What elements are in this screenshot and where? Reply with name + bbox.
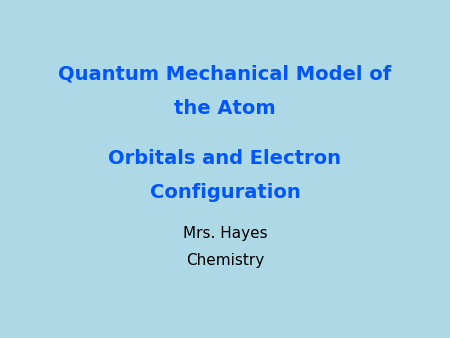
Text: Quantum Mechanical Model of: Quantum Mechanical Model of: [58, 65, 392, 84]
Text: Chemistry: Chemistry: [186, 253, 264, 268]
Text: Orbitals and Electron: Orbitals and Electron: [108, 149, 342, 168]
Text: Mrs. Hayes: Mrs. Hayes: [183, 226, 267, 241]
Text: the Atom: the Atom: [174, 99, 276, 118]
Text: Configuration: Configuration: [149, 183, 301, 202]
